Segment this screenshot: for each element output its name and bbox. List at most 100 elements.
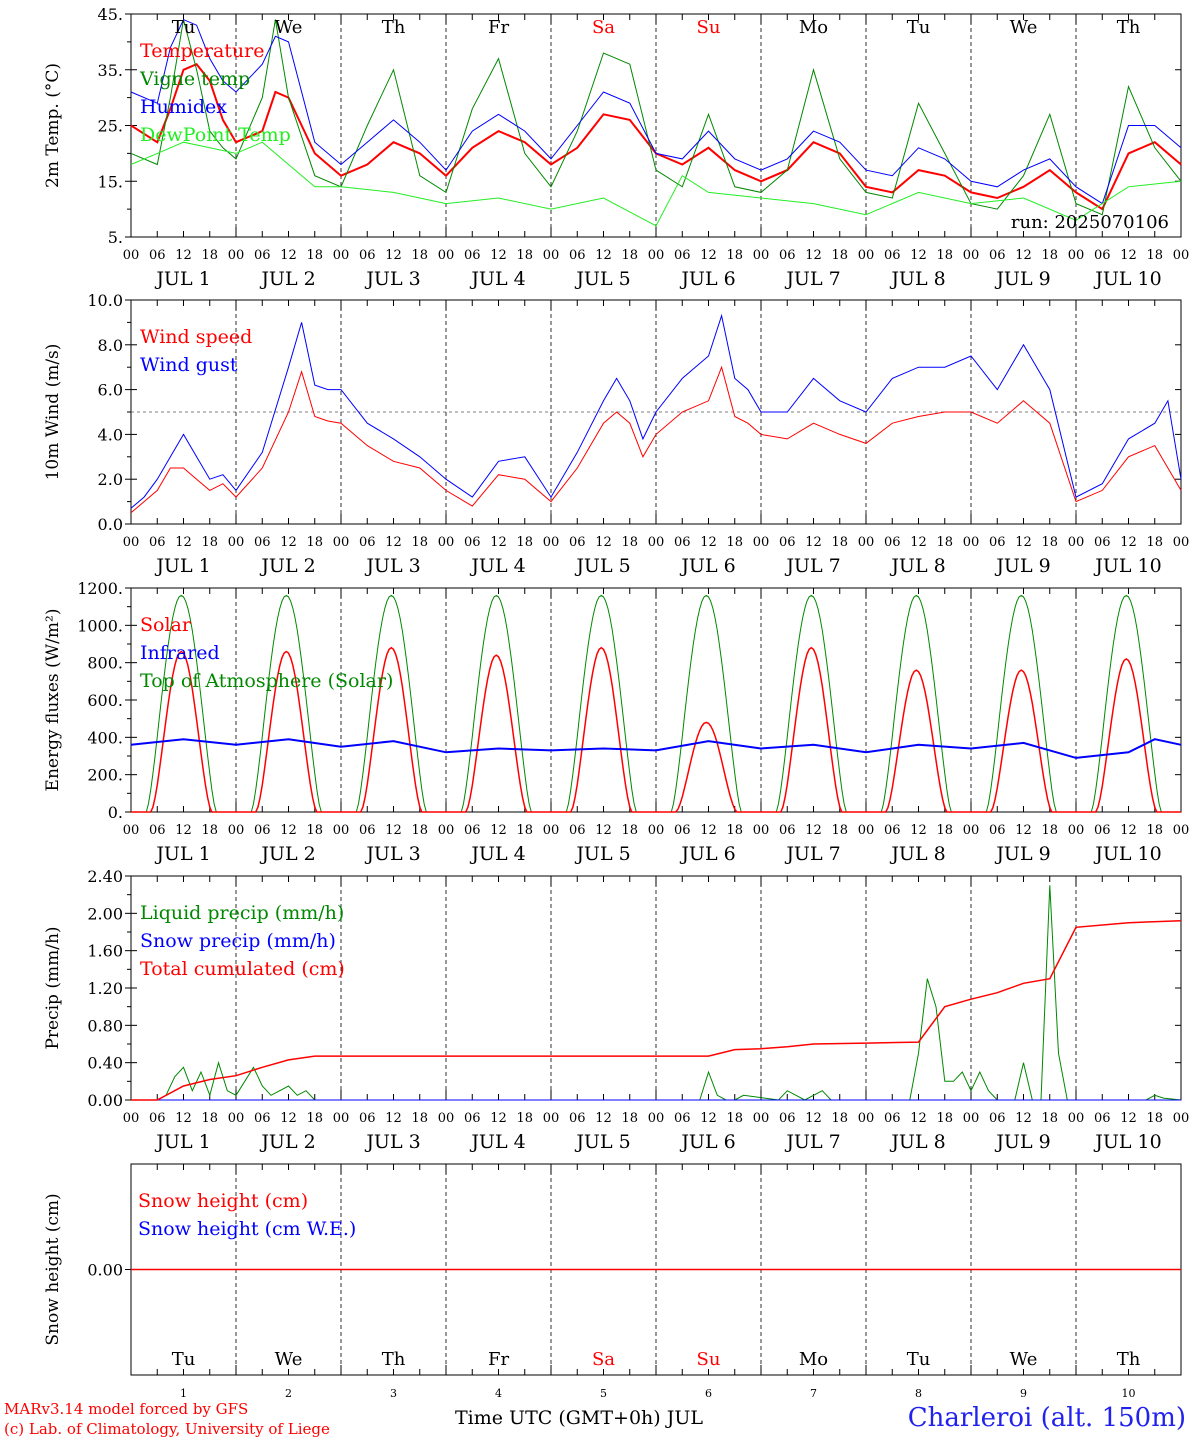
hour-tick-label: 18 bbox=[306, 823, 323, 838]
hour-tick-label: 18 bbox=[1041, 248, 1058, 263]
hour-tick-label: 12 bbox=[1015, 535, 1032, 550]
hour-tick-label: 06 bbox=[1094, 535, 1111, 550]
hour-tick-label: 06 bbox=[1094, 1111, 1111, 1126]
hour-tick-label: 06 bbox=[149, 248, 166, 263]
hour-tick-label: 06 bbox=[569, 823, 586, 838]
hour-tick-label: 00 bbox=[963, 1111, 980, 1126]
legend-entry: Liquid precip (mm/h) bbox=[140, 902, 344, 924]
hour-tick-label: 06 bbox=[674, 248, 691, 263]
hour-tick-label: 00 bbox=[438, 1111, 455, 1126]
legend-entry: Wind speed bbox=[140, 326, 252, 348]
y-tick-label: 8.0 bbox=[98, 336, 123, 355]
bottom-day-label: Fr bbox=[488, 1349, 509, 1370]
date-label: JUL 8 bbox=[889, 843, 945, 865]
y-tick-label: 2.40 bbox=[87, 867, 123, 886]
bottom-day-label: Su bbox=[697, 1349, 721, 1370]
date-label: JUL 7 bbox=[784, 1131, 840, 1153]
legend-entry: Top of Atmosphere (Solar) bbox=[140, 670, 393, 692]
series-line-liquid-precip-mm-h- bbox=[131, 885, 1182, 1101]
hour-tick-label: 12 bbox=[385, 1111, 402, 1126]
hour-tick-label: 06 bbox=[254, 248, 271, 263]
hour-tick-label: 18 bbox=[621, 535, 638, 550]
hour-tick-label: 18 bbox=[831, 248, 848, 263]
hour-tick-label: 12 bbox=[700, 1111, 717, 1126]
hour-tick-label: 00 bbox=[438, 248, 455, 263]
date-label: JUL 1 bbox=[154, 1131, 210, 1153]
date-label: JUL 1 bbox=[154, 268, 210, 290]
legend-entry: Vigne temp bbox=[139, 68, 250, 90]
date-label: JUL 2 bbox=[259, 555, 315, 577]
hour-tick-label: 06 bbox=[989, 823, 1006, 838]
hour-tick-label: 00 bbox=[648, 248, 665, 263]
hour-tick-label: 12 bbox=[595, 1111, 612, 1126]
y-tick-label: 5. bbox=[108, 228, 123, 247]
hour-tick-label: 18 bbox=[621, 1111, 638, 1126]
hour-tick-label: 06 bbox=[254, 535, 271, 550]
hour-tick-label: 18 bbox=[411, 535, 428, 550]
hour-tick-label: 18 bbox=[936, 535, 953, 550]
hour-tick-label: 12 bbox=[595, 248, 612, 263]
y-axis-title: Precip (mm/h) bbox=[43, 926, 63, 1049]
hour-tick-label: 00 bbox=[228, 823, 245, 838]
hour-tick-label: 00 bbox=[1173, 1111, 1190, 1126]
hour-tick-label: 06 bbox=[779, 1111, 796, 1126]
hour-tick-label: 12 bbox=[1120, 535, 1137, 550]
y-tick-label: 0.00 bbox=[87, 1091, 123, 1110]
hour-tick-label: 00 bbox=[753, 248, 770, 263]
hour-tick-label: 12 bbox=[175, 1111, 192, 1126]
hour-tick-label: 06 bbox=[779, 823, 796, 838]
hour-tick-label: 06 bbox=[254, 823, 271, 838]
hour-tick-label: 00 bbox=[543, 248, 560, 263]
bottom-day-label: Mo bbox=[799, 1349, 828, 1370]
y-tick-label: 6.0 bbox=[98, 381, 123, 400]
hour-tick-label: 00 bbox=[543, 1111, 560, 1126]
y-tick-label: 1000. bbox=[77, 616, 123, 635]
hour-tick-label: 12 bbox=[910, 823, 927, 838]
date-label: JUL 4 bbox=[469, 843, 525, 865]
bottom-day-label: Sa bbox=[592, 1349, 615, 1370]
x-axis-title: Time UTC (GMT+0h) JUL bbox=[455, 1407, 703, 1429]
y-tick-label: 200. bbox=[87, 766, 123, 785]
hour-tick-label: 00 bbox=[123, 1111, 140, 1126]
hour-tick-label: 12 bbox=[595, 823, 612, 838]
date-label: JUL 9 bbox=[994, 1131, 1050, 1153]
y-tick-label: 0.40 bbox=[87, 1054, 123, 1073]
hour-tick-label: 00 bbox=[648, 1111, 665, 1126]
y-tick-label: 2.0 bbox=[98, 470, 123, 489]
hour-tick-label: 18 bbox=[516, 823, 533, 838]
y-tick-label: 1.60 bbox=[87, 942, 123, 961]
hour-tick-label: 06 bbox=[149, 823, 166, 838]
hour-tick-label: 00 bbox=[648, 535, 665, 550]
hour-tick-label: 18 bbox=[1041, 535, 1058, 550]
bottom-day-number: 7 bbox=[810, 1387, 817, 1400]
y-tick-label: 0. bbox=[108, 803, 123, 822]
date-label: JUL 1 bbox=[154, 555, 210, 577]
hour-tick-label: 06 bbox=[1094, 823, 1111, 838]
hour-tick-label: 00 bbox=[228, 248, 245, 263]
date-label: JUL 6 bbox=[679, 843, 735, 865]
hour-tick-label: 00 bbox=[1068, 1111, 1085, 1126]
hour-tick-label: 12 bbox=[1015, 248, 1032, 263]
hour-tick-label: 00 bbox=[333, 1111, 350, 1126]
hour-tick-label: 18 bbox=[201, 248, 218, 263]
hour-tick-label: 12 bbox=[805, 1111, 822, 1126]
hour-tick-label: 00 bbox=[123, 535, 140, 550]
y-axis-title: 10m Wind (m/s) bbox=[43, 344, 63, 481]
y-axis-title: Snow height (cm) bbox=[43, 1193, 63, 1345]
hour-tick-label: 06 bbox=[359, 248, 376, 263]
hour-tick-label: 00 bbox=[753, 823, 770, 838]
day-label: Th bbox=[1117, 17, 1141, 38]
date-label: JUL 9 bbox=[994, 268, 1050, 290]
hour-tick-label: 18 bbox=[516, 248, 533, 263]
date-label: JUL 5 bbox=[574, 268, 630, 290]
hour-tick-label: 12 bbox=[805, 823, 822, 838]
y-axis-title: 2m Temp. (°C) bbox=[43, 63, 63, 188]
date-label: JUL 1 bbox=[154, 843, 210, 865]
series-line-wind-gust bbox=[130, 313, 1182, 509]
bottom-day-number: 3 bbox=[390, 1387, 397, 1400]
hour-tick-label: 12 bbox=[805, 535, 822, 550]
hour-tick-label: 00 bbox=[1068, 248, 1085, 263]
hour-tick-label: 00 bbox=[543, 535, 560, 550]
date-label: JUL 10 bbox=[1093, 268, 1161, 290]
y-tick-label: 600. bbox=[87, 691, 123, 710]
